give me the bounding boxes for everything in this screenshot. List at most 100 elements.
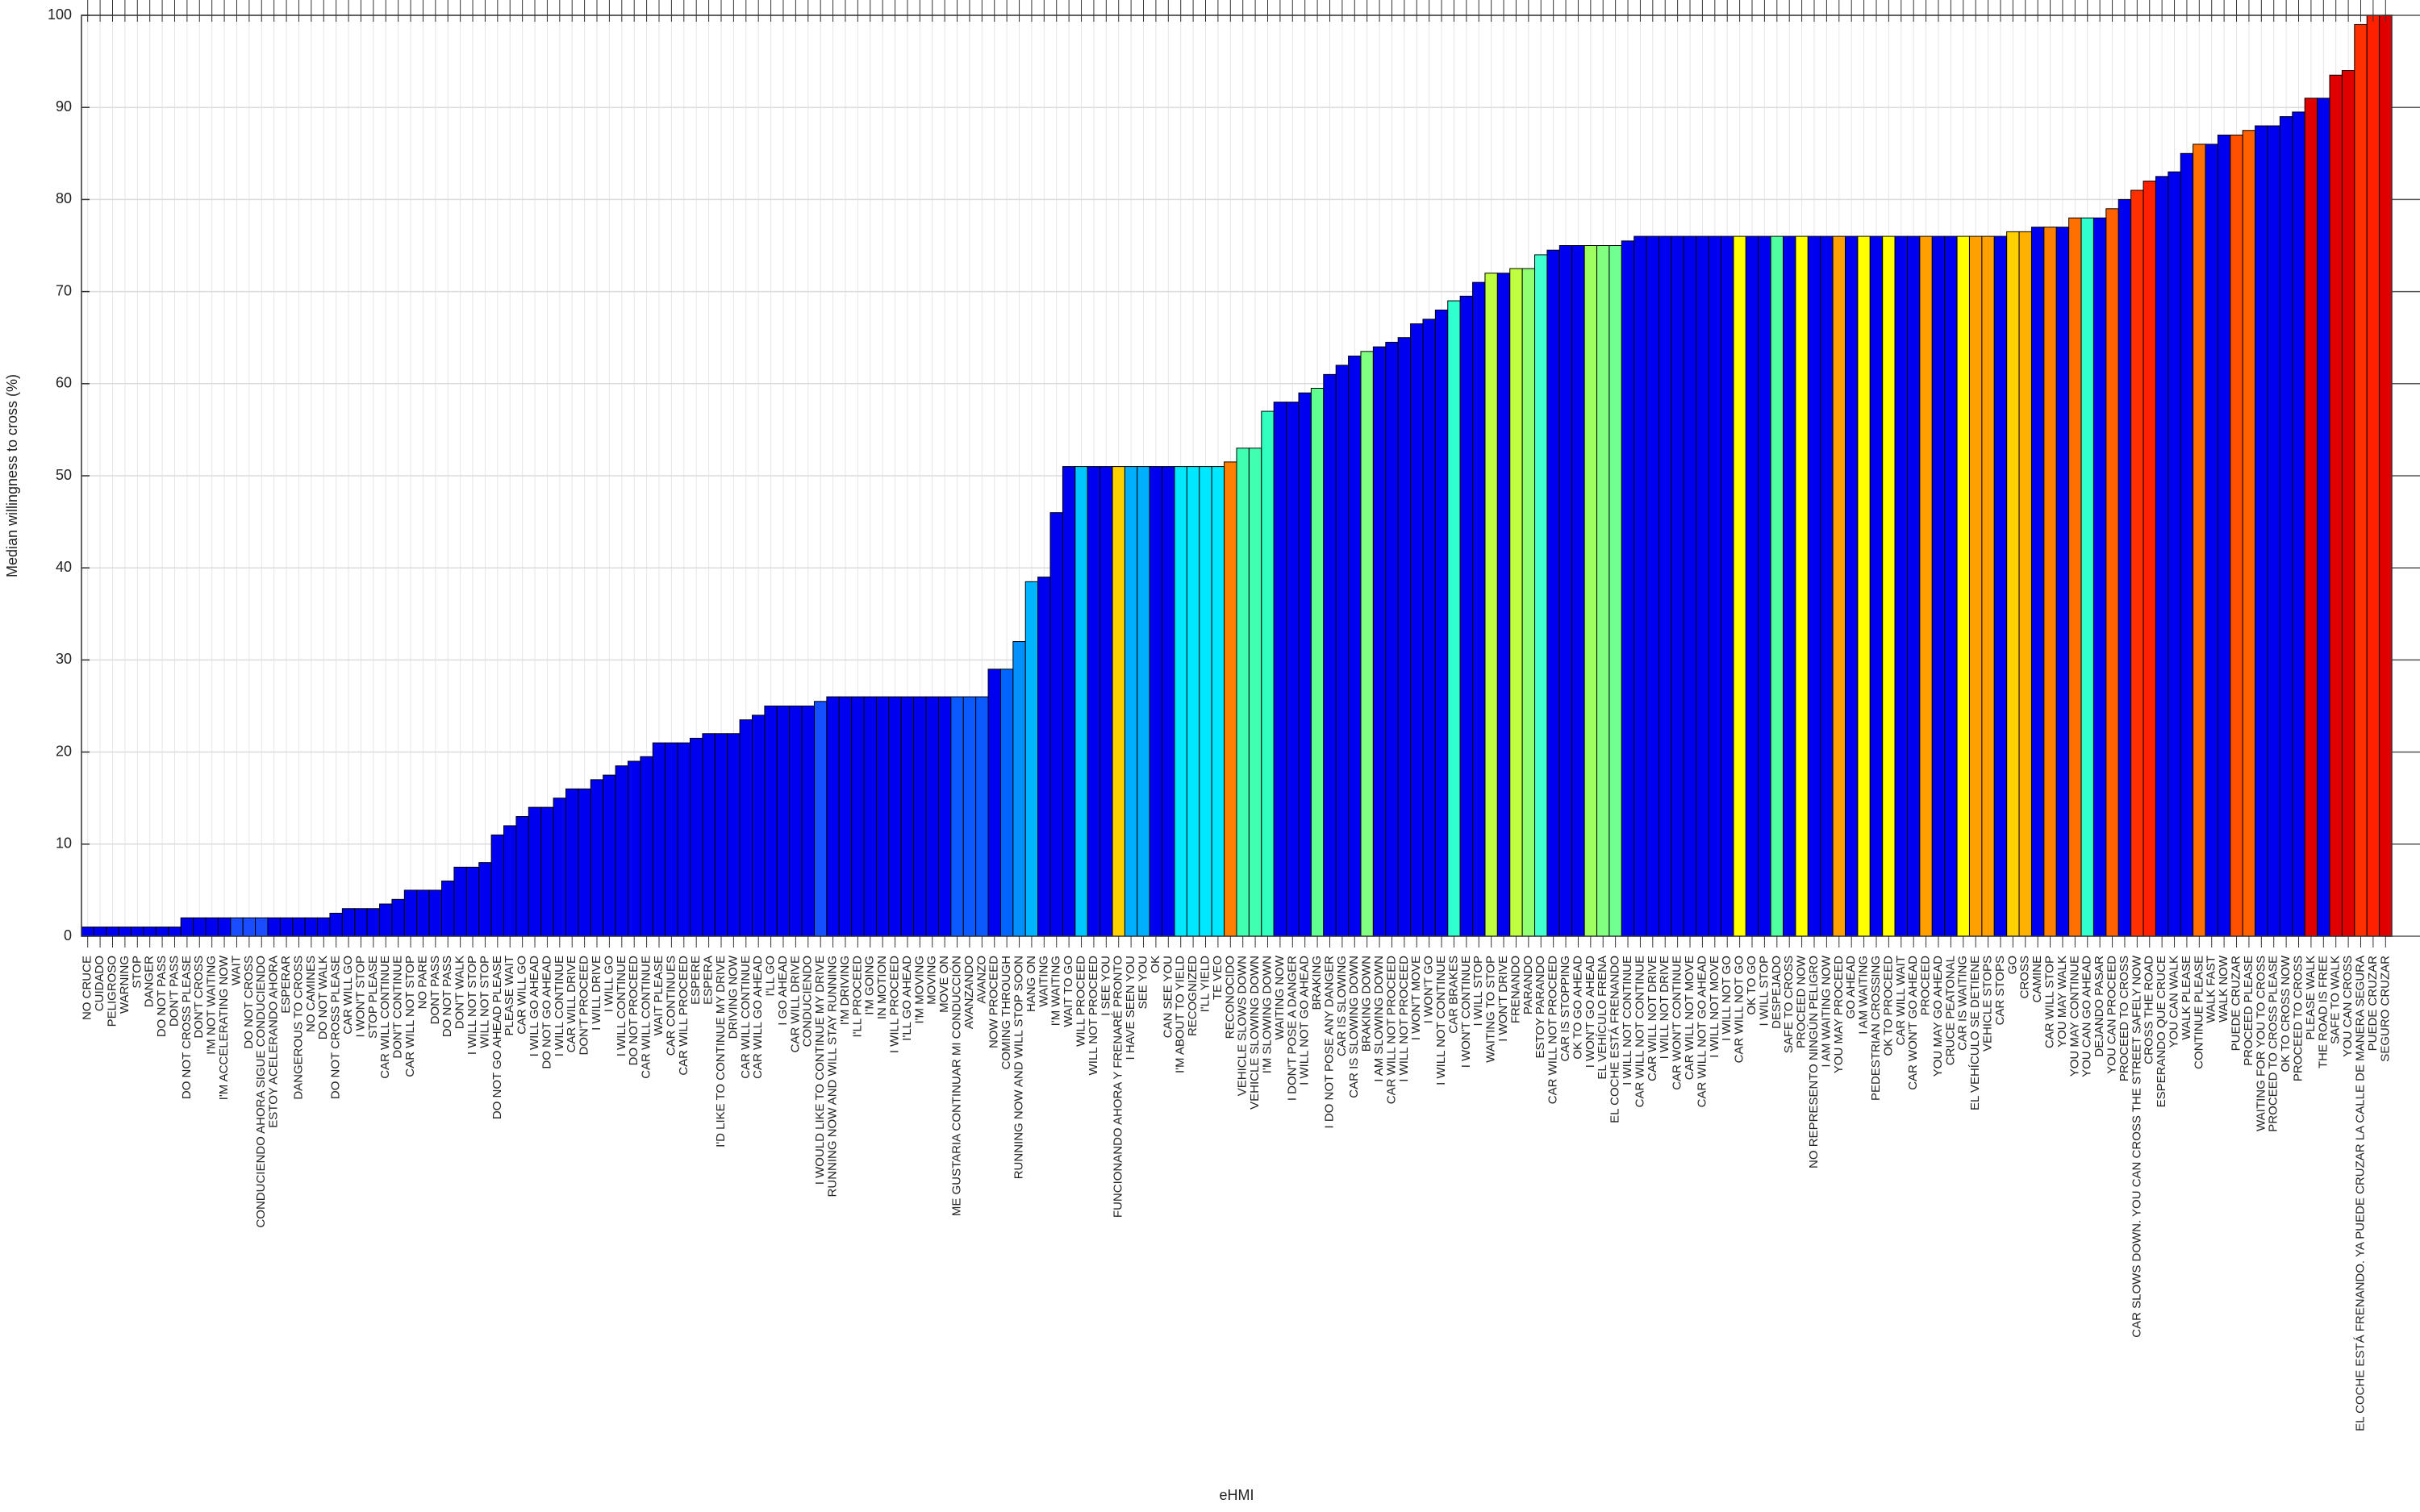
x-tick-label: OK TO CROSS NOW <box>2279 955 2293 1072</box>
x-tick-label: PROCEED <box>1919 956 1933 1015</box>
x-tick-label: VEHICLE SLOWING DOWN <box>1248 956 1262 1110</box>
bar <box>2341 70 2355 937</box>
x-tick-label: CAN SEE YOU <box>1161 956 1175 1038</box>
bar <box>950 696 964 937</box>
y-axis-label: Median willingness to cross (%) <box>4 374 20 577</box>
x-tick-label: YOU CAN CROSS <box>2341 956 2355 1057</box>
x-tick-label: DANGER <box>143 956 156 1007</box>
bar <box>2267 125 2280 937</box>
x-tick-label: WILL PROCEED <box>1074 956 1087 1047</box>
bar <box>1596 245 1610 937</box>
bar <box>1248 448 1262 937</box>
bar <box>875 696 890 937</box>
y-tick-label: 0 <box>64 927 72 943</box>
bar <box>1646 235 1660 937</box>
x-tick-label: CAR WILL NOT STOP <box>403 956 417 1077</box>
x-tick-label: YOU CAN WALK <box>2168 956 2181 1048</box>
bar <box>540 806 554 937</box>
bar <box>1087 466 1101 937</box>
x-tick-label: NO CRUCE <box>81 956 94 1020</box>
x-tick-label: I WILL CONTINUE <box>553 956 566 1056</box>
x-tick-label: WAITING TO STOP <box>1484 956 1498 1063</box>
x-tick-label: PROCEED NOW <box>1795 955 1809 1048</box>
x-tick-label: I WON'T GO AHEAD <box>1583 956 1597 1068</box>
x-tick-label: DO NOT PASS <box>440 956 454 1037</box>
x-tick-label: EL COCHE ESTÁ FRENANDO. YA PUEDE CRUZAR … <box>2353 956 2367 1431</box>
bar <box>416 889 430 937</box>
x-tick-label: CAR IS STOPPING <box>1558 956 1572 1061</box>
y-tick-label: 20 <box>56 743 72 759</box>
bar <box>1758 235 1771 937</box>
x-tick-label: CAR WILL DRIVE <box>565 956 578 1052</box>
x-tick-label: DO NOT CROSS PLEASE <box>329 956 343 1099</box>
bar <box>1968 235 1983 937</box>
x-tick-label: CROSS <box>2018 956 2032 998</box>
x-tick-label: RUNNING NOW AND WILL STAY RUNNING <box>826 956 840 1197</box>
x-tick-label: AVANZANDO <box>962 956 976 1029</box>
x-tick-label: WILL NOT PROCEED <box>1087 956 1100 1076</box>
x-tick-label: VEHICLE STOPS <box>1981 956 1995 1052</box>
bar <box>503 825 517 937</box>
x-tick-label: PLEASE WALK <box>2304 956 2318 1040</box>
bar <box>1472 281 1486 937</box>
x-tick-label: CAR WILL NOT PROCEED <box>1546 956 1560 1104</box>
bar <box>1807 235 1821 937</box>
bar <box>1844 235 1859 937</box>
bar <box>155 927 169 937</box>
bar <box>628 760 641 937</box>
x-tick-label: I WON'T GO <box>1422 956 1436 1023</box>
x-tick-label: CAR WILL NOT CONTINUE <box>1633 956 1646 1107</box>
bar <box>1534 254 1548 937</box>
bar <box>1733 235 1746 937</box>
bar <box>242 917 257 937</box>
x-tick-label: WILL NOT STOP <box>478 956 491 1048</box>
x-tick-label: RUNNING NOW AND WILL STOP SOON <box>1012 956 1026 1179</box>
bar <box>217 917 232 937</box>
bar <box>453 866 467 937</box>
x-tick-label: SEE YOU <box>1136 956 1150 1009</box>
x-tick-label: NO CAMINES <box>304 956 318 1032</box>
x-tick-label: I AM WAITING NOW <box>1819 955 1833 1067</box>
x-axis-label: eHMI <box>1219 1487 1254 1503</box>
x-tick-label: VEHICLE SLOWS DOWN <box>1236 956 1250 1096</box>
bar <box>565 788 579 937</box>
x-tick-label: MOVE ON <box>937 956 951 1013</box>
bar <box>168 927 182 937</box>
bar <box>2329 74 2343 937</box>
bar <box>652 742 666 937</box>
x-tick-label: NO REPRESENTO NINGÚN PELIGRO <box>1807 956 1821 1168</box>
bar <box>2118 198 2132 937</box>
x-tick-label: I WON'T STOP <box>353 956 367 1037</box>
bar <box>2205 144 2218 937</box>
bar <box>813 701 828 937</box>
x-tick-label: I'M MOVING <box>912 956 926 1024</box>
x-tick-label: AVANZO <box>974 956 988 1003</box>
bar <box>1273 402 1287 937</box>
bar <box>603 774 616 937</box>
bar <box>2006 231 2020 937</box>
bar <box>962 696 977 937</box>
x-tick-label: WAITING <box>1037 956 1050 1007</box>
bar <box>279 917 294 937</box>
x-tick-label: CAR WILL GO <box>515 956 529 1035</box>
bar <box>1434 309 1449 937</box>
x-tick-label: I'M SLOWING DOWN <box>1260 956 1274 1073</box>
x-tick-label: YOU MAY CONTINUE <box>2067 956 2081 1077</box>
x-tick-label: ME GUSTARIA CONTINUAR MI CONDUCCIÓN <box>950 956 964 1216</box>
bar <box>2304 98 2318 937</box>
bar <box>255 917 269 937</box>
bar <box>2130 190 2144 937</box>
bar <box>230 917 244 937</box>
bar <box>1583 245 1598 937</box>
x-tick-label: CONDUCIENDO AHORA SIGUE CONDUCIENDO <box>254 956 268 1228</box>
bar <box>2366 15 2380 937</box>
bar <box>1621 240 1635 937</box>
x-tick-label: PUEDE CRUZAR <box>2366 956 2380 1052</box>
bar <box>751 714 766 937</box>
bar <box>317 917 331 937</box>
x-tick-label: I'D LIKE TO CONTINUE MY DRIVE <box>714 956 728 1148</box>
x-tick-label: I'M NOT WAITING <box>205 956 219 1055</box>
bar <box>391 898 405 937</box>
bar <box>1062 466 1076 937</box>
